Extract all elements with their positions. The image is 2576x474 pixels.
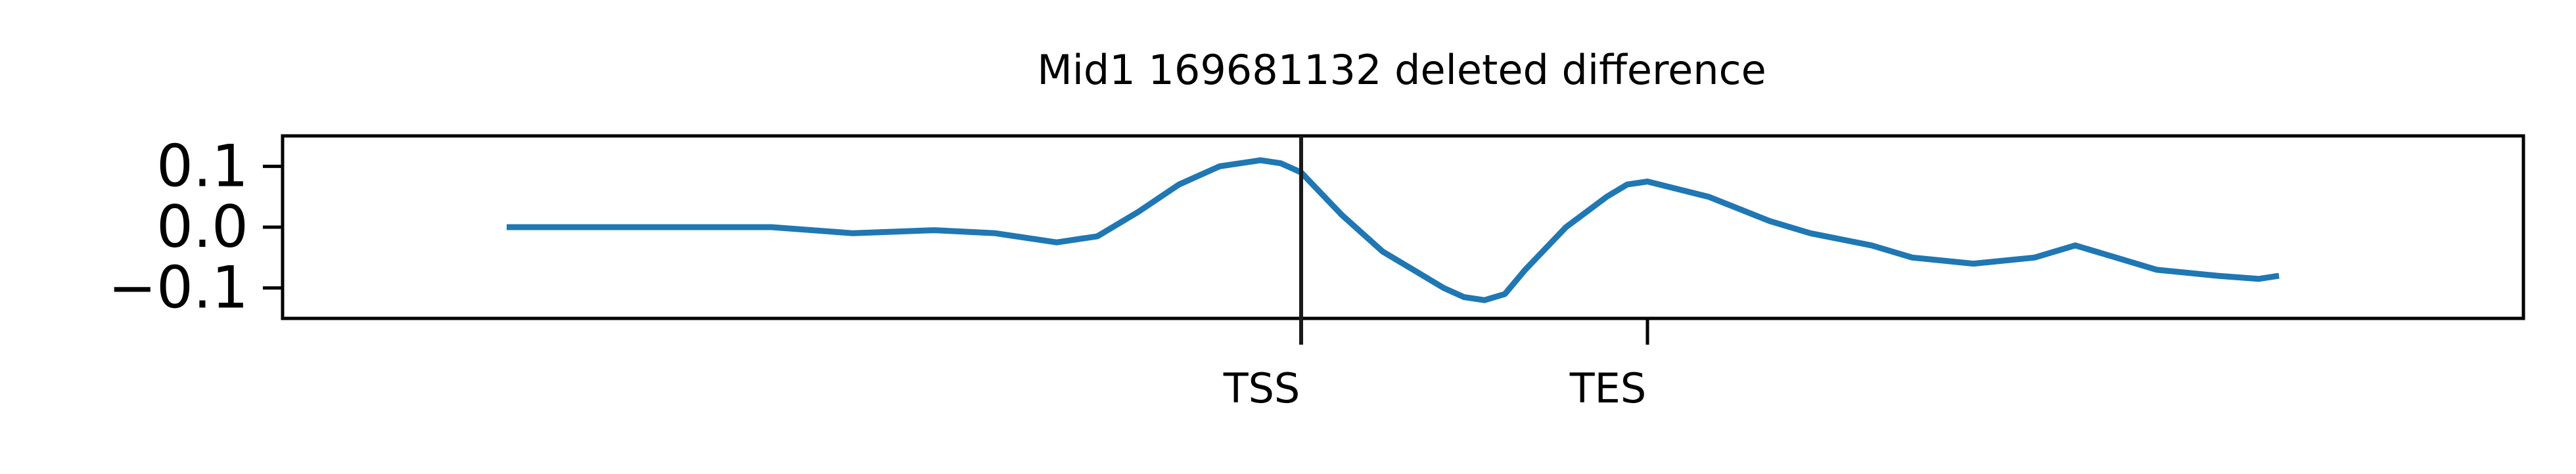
plot-area bbox=[507, 136, 2280, 345]
x-tick-label: TES bbox=[1569, 364, 1646, 412]
y-tick-label: 0.1 bbox=[156, 132, 248, 200]
y-axis: 0.10.0−0.1 bbox=[108, 132, 283, 322]
y-tick-label: 0.0 bbox=[156, 193, 248, 261]
x-tick-label: TSS bbox=[1223, 364, 1300, 412]
series-line bbox=[507, 157, 2280, 303]
chart-title: Mid1 169681132 deleted difference bbox=[1037, 46, 1766, 94]
x-axis: TSS TES bbox=[1223, 318, 1649, 412]
y-tick-label: −0.1 bbox=[108, 254, 248, 322]
